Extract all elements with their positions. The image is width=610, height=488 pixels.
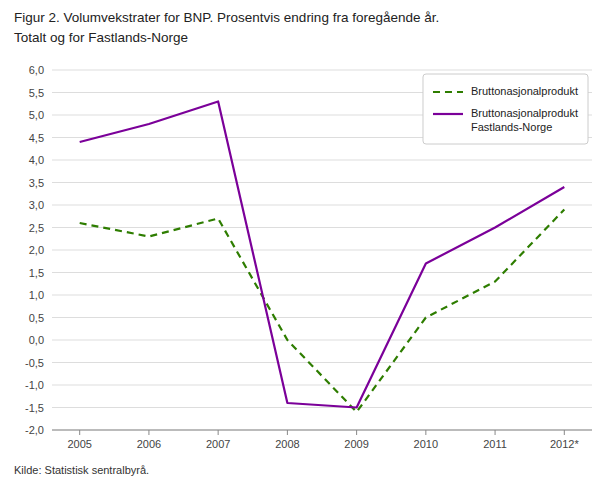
y-tick-label: 1,5 xyxy=(29,267,44,279)
legend-handle xyxy=(433,91,463,93)
legend: BruttonasjonalproduktBruttonasjonalprodu… xyxy=(423,74,588,144)
x-tick-label: 2010 xyxy=(414,438,438,450)
grid-line xyxy=(52,317,592,318)
grid-line xyxy=(52,70,592,71)
x-tick-label: 2011 xyxy=(483,438,507,450)
grid-line xyxy=(52,250,592,251)
x-tick xyxy=(287,430,288,435)
grid-line xyxy=(52,160,592,161)
x-tick-label: 2008 xyxy=(275,438,299,450)
y-tick-label: 2,0 xyxy=(29,244,44,256)
y-tick-label: 4,0 xyxy=(29,154,44,166)
plot-lines xyxy=(80,102,565,413)
chart: Figur 2. Volumvekstrater for BNP. Prosen… xyxy=(0,0,610,488)
x-tick-label: 2005 xyxy=(67,438,91,450)
y-tick-label: 4,5 xyxy=(29,132,44,144)
x-tick xyxy=(425,430,426,435)
grid-line xyxy=(52,430,592,431)
y-tick-label: 1,0 xyxy=(29,289,44,301)
x-tick-label: 2007 xyxy=(206,438,230,450)
grid-line xyxy=(52,407,592,408)
x-tick xyxy=(218,430,219,435)
x-tick-label: 2009 xyxy=(344,438,368,450)
x-tick xyxy=(356,430,357,435)
x-axis-line xyxy=(52,430,592,431)
x-tick xyxy=(148,430,149,435)
y-tick-label: -1,5 xyxy=(25,402,44,414)
grid-line xyxy=(52,385,592,386)
x-tick-label: 2006 xyxy=(137,438,161,450)
x-tick xyxy=(79,430,80,435)
background xyxy=(0,0,610,488)
grid-line xyxy=(52,295,592,296)
y-tick-label: 5,0 xyxy=(29,109,44,121)
legend-label-line: Fastlands-Norge xyxy=(471,121,552,133)
y-tick-label: 0,0 xyxy=(29,334,44,346)
title: Figur 2. Volumvekstrater for BNP. Prosen… xyxy=(14,10,439,25)
legend-handle xyxy=(433,113,463,115)
grid-line xyxy=(52,227,592,228)
series-line xyxy=(80,210,565,413)
legend-label: Bruttonasjonalprodukt Fastlands-Norge xyxy=(471,107,578,133)
subtitle: Totalt og for Fastlands-Norge xyxy=(14,30,188,45)
x-axis: 2005 2006 2007 2008 2009 2010 2011 2012* xyxy=(52,430,592,450)
legend-label-line: Bruttonasjonalprodukt xyxy=(471,85,578,97)
grid-line xyxy=(52,272,592,273)
x-tick xyxy=(564,430,565,435)
legend-label: Bruttonasjonalprodukt xyxy=(471,85,578,97)
grid-line xyxy=(52,340,592,341)
y-tick-label: 0,5 xyxy=(29,312,44,324)
y-tick-label: 5,5 xyxy=(29,87,44,99)
grid-line xyxy=(52,362,592,363)
y-tick-label: -2,0 xyxy=(25,424,44,436)
x-tick xyxy=(495,430,496,435)
x-tick-label: 2012* xyxy=(550,438,579,450)
series-line xyxy=(80,102,565,408)
y-tick-label: 3,5 xyxy=(29,177,44,189)
y-tick-label: 2,5 xyxy=(29,222,44,234)
y-tick-label: 6,0 xyxy=(29,64,44,76)
source: Kilde: Statistisk sentralbyrå. xyxy=(14,464,149,476)
legend-label-line: Bruttonasjonalprodukt xyxy=(471,107,578,119)
grid-line xyxy=(52,182,592,183)
y-axis: -2,0 -1,5 -1,0 -0,5 0,0 0,5 1,0 1,5 2,0 2,5 3,0 3,5… xyxy=(25,64,592,436)
y-tick-label: 3,0 xyxy=(29,199,44,211)
grid-line xyxy=(52,205,592,206)
y-tick-label: -1,0 xyxy=(25,379,44,391)
y-tick-label: -0,5 xyxy=(25,357,44,369)
legend-box xyxy=(423,74,588,144)
